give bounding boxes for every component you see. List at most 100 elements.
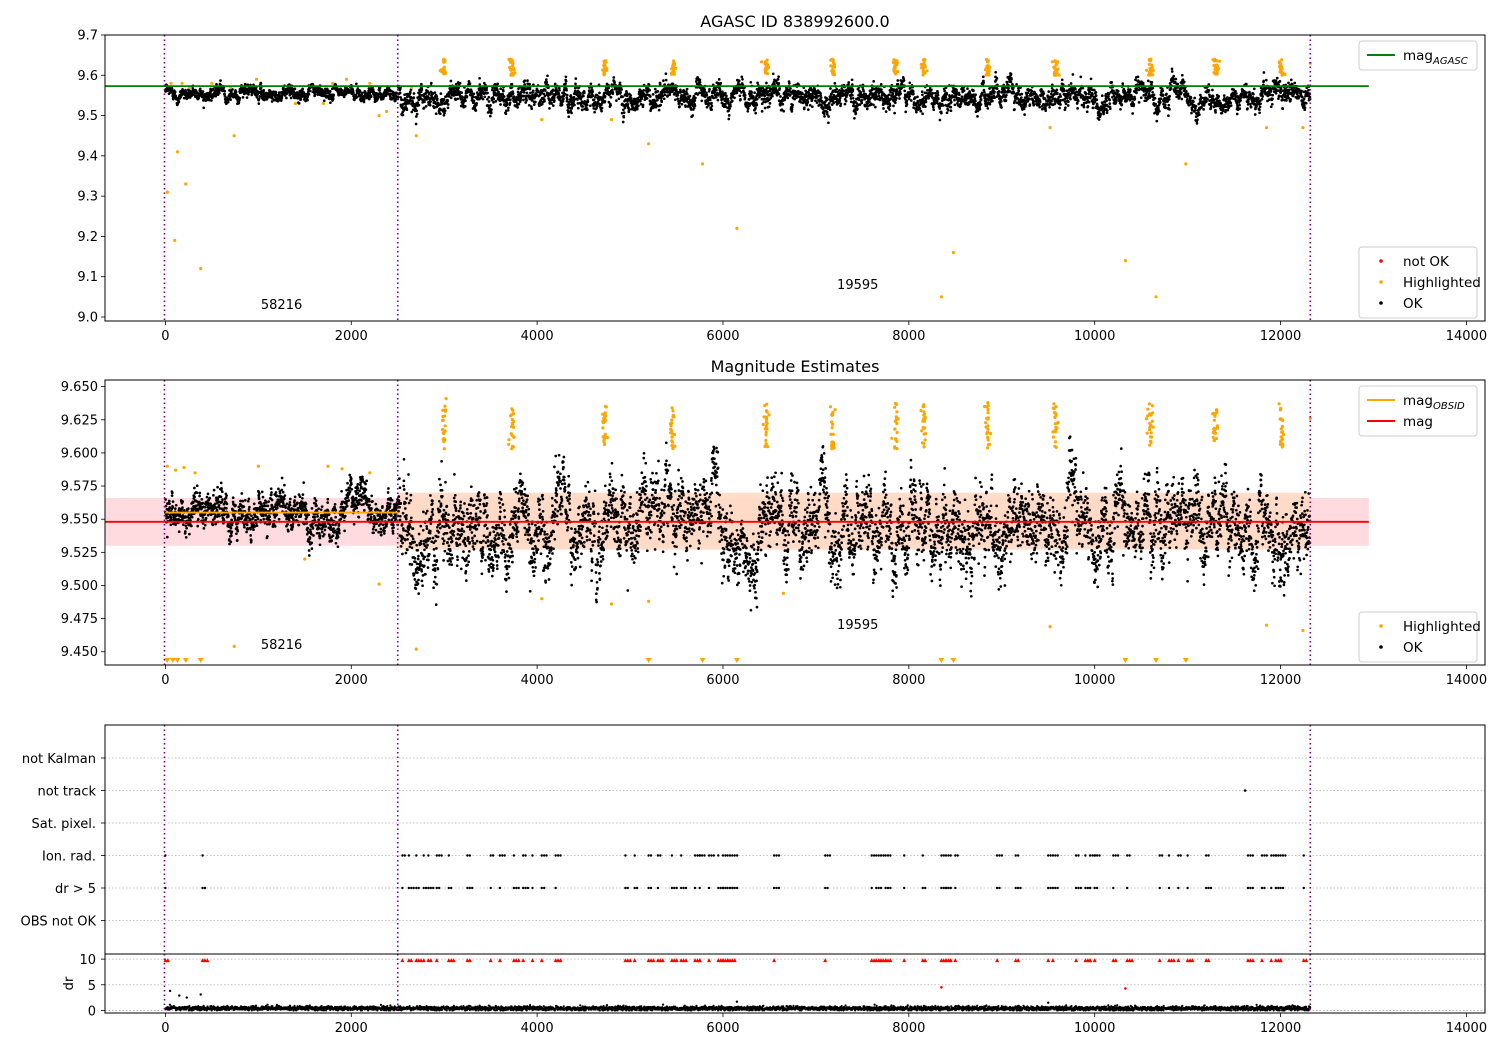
ok-point — [678, 88, 682, 92]
ok-point — [405, 108, 409, 112]
ok-point — [1064, 106, 1067, 110]
ok-point — [953, 103, 957, 107]
ok-point — [850, 78, 854, 82]
ok-point — [1069, 97, 1072, 101]
ok-point — [429, 100, 432, 103]
ok-point — [714, 93, 718, 97]
ok-point — [410, 110, 414, 114]
ok-point — [740, 91, 743, 94]
ok-point — [1009, 72, 1013, 76]
ok-point — [1172, 78, 1175, 81]
ok-point — [396, 95, 400, 99]
ok-point — [510, 82, 514, 86]
ok-point — [1205, 100, 1208, 103]
ok-point — [959, 102, 963, 105]
ok-point — [1133, 95, 1136, 99]
ok-point — [760, 110, 764, 113]
ok-point — [1055, 88, 1059, 92]
ok-point — [434, 112, 438, 116]
ok-point — [887, 93, 891, 97]
ok-point — [782, 109, 786, 113]
ok-point — [231, 88, 234, 91]
ok-point — [694, 96, 697, 100]
ok-point — [274, 91, 278, 95]
ok-point — [799, 100, 803, 104]
ok-point — [1059, 103, 1062, 106]
ok-point — [571, 104, 574, 108]
ok-point — [460, 91, 463, 94]
ok-point — [933, 91, 937, 95]
ok-point — [946, 108, 950, 112]
ok-point — [210, 99, 213, 102]
ok-point — [683, 92, 687, 96]
ok-point — [916, 95, 919, 99]
ok-point — [485, 97, 489, 101]
ok-point — [962, 89, 966, 92]
ok-point — [752, 95, 755, 99]
ok-point — [1132, 102, 1136, 106]
ok-point — [409, 96, 413, 100]
ok-point — [1050, 99, 1053, 103]
ok-point — [472, 95, 475, 99]
ok-point — [968, 91, 972, 95]
ok-point — [360, 91, 364, 95]
ok-point — [517, 87, 520, 90]
ok-point — [1048, 105, 1051, 109]
ok-point — [499, 87, 503, 91]
ok-point — [1105, 99, 1108, 103]
ok-point — [1186, 92, 1190, 96]
ok-point — [1108, 102, 1112, 105]
ok-point — [611, 91, 615, 95]
ok-point — [502, 95, 506, 98]
ok-point — [534, 100, 537, 104]
ok-point — [1108, 98, 1111, 102]
ok-point — [927, 94, 931, 98]
ok-point — [1005, 80, 1009, 84]
ok-point — [681, 94, 685, 98]
ok-point — [1091, 92, 1094, 96]
ok-point — [717, 78, 721, 81]
ok-point — [621, 120, 625, 124]
ok-point — [843, 89, 846, 93]
ok-point — [997, 90, 1001, 93]
ok-point — [586, 100, 590, 103]
ok-point — [908, 86, 912, 90]
ok-point — [329, 101, 332, 105]
ok-point — [1178, 95, 1181, 99]
ok-point — [620, 88, 624, 91]
ok-point — [943, 89, 946, 93]
ok-point — [431, 92, 435, 95]
ok-point — [736, 86, 740, 90]
ok-point — [994, 70, 998, 74]
ok-point — [844, 99, 848, 103]
ok-point — [278, 93, 281, 97]
ok-point — [872, 80, 876, 83]
ok-point — [439, 108, 442, 112]
ok-point — [678, 105, 681, 108]
ok-point — [453, 86, 457, 90]
ok-point — [889, 97, 893, 100]
ok-point — [760, 102, 764, 106]
ok-point — [486, 91, 489, 95]
ok-point — [1022, 107, 1026, 111]
ok-point — [531, 89, 535, 93]
ok-point — [1025, 94, 1029, 98]
ok-point — [1119, 107, 1122, 111]
ok-point — [648, 95, 652, 98]
ok-point — [1023, 113, 1026, 116]
ok-point — [1174, 92, 1178, 95]
ok-point — [599, 95, 603, 99]
ok-point — [519, 96, 523, 100]
ok-point — [488, 114, 492, 118]
ok-point — [825, 112, 829, 116]
ok-point — [755, 103, 759, 107]
ok-point — [1093, 88, 1096, 92]
ok-point — [707, 89, 711, 93]
ok-point — [1229, 101, 1233, 105]
ok-point — [618, 81, 622, 85]
ok-point — [229, 98, 232, 102]
ok-point — [1010, 77, 1013, 81]
ok-point — [569, 109, 572, 113]
ok-point — [306, 98, 309, 102]
ok-point — [898, 89, 902, 93]
